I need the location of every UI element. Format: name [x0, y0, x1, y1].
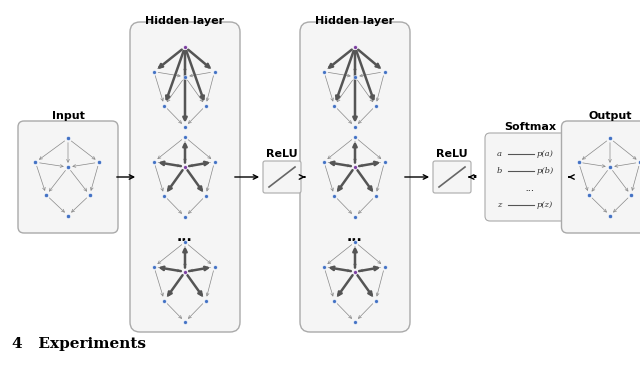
FancyBboxPatch shape	[433, 161, 471, 193]
Text: p(z): p(z)	[537, 201, 553, 209]
FancyBboxPatch shape	[18, 121, 118, 233]
Text: a: a	[497, 150, 502, 158]
FancyBboxPatch shape	[561, 121, 640, 233]
Text: Input: Input	[52, 111, 84, 121]
FancyBboxPatch shape	[300, 22, 410, 332]
Text: p(b): p(b)	[537, 167, 554, 175]
Text: ...: ...	[525, 183, 534, 193]
Text: z: z	[497, 201, 501, 209]
Text: Hidden layer: Hidden layer	[145, 16, 225, 26]
Text: ...: ...	[461, 167, 479, 182]
FancyBboxPatch shape	[263, 161, 301, 193]
Text: ReLU: ReLU	[266, 149, 298, 159]
Text: Output: Output	[588, 111, 632, 121]
Text: ReLU: ReLU	[436, 149, 468, 159]
Text: ...: ...	[347, 230, 363, 244]
Text: ...: ...	[177, 230, 193, 244]
Text: 4   Experiments: 4 Experiments	[12, 337, 146, 351]
FancyBboxPatch shape	[130, 22, 240, 332]
Text: Softmax: Softmax	[504, 122, 556, 132]
Text: p(a): p(a)	[537, 150, 554, 158]
Text: Hidden layer: Hidden layer	[316, 16, 395, 26]
Text: b: b	[497, 167, 502, 175]
FancyBboxPatch shape	[485, 133, 575, 221]
